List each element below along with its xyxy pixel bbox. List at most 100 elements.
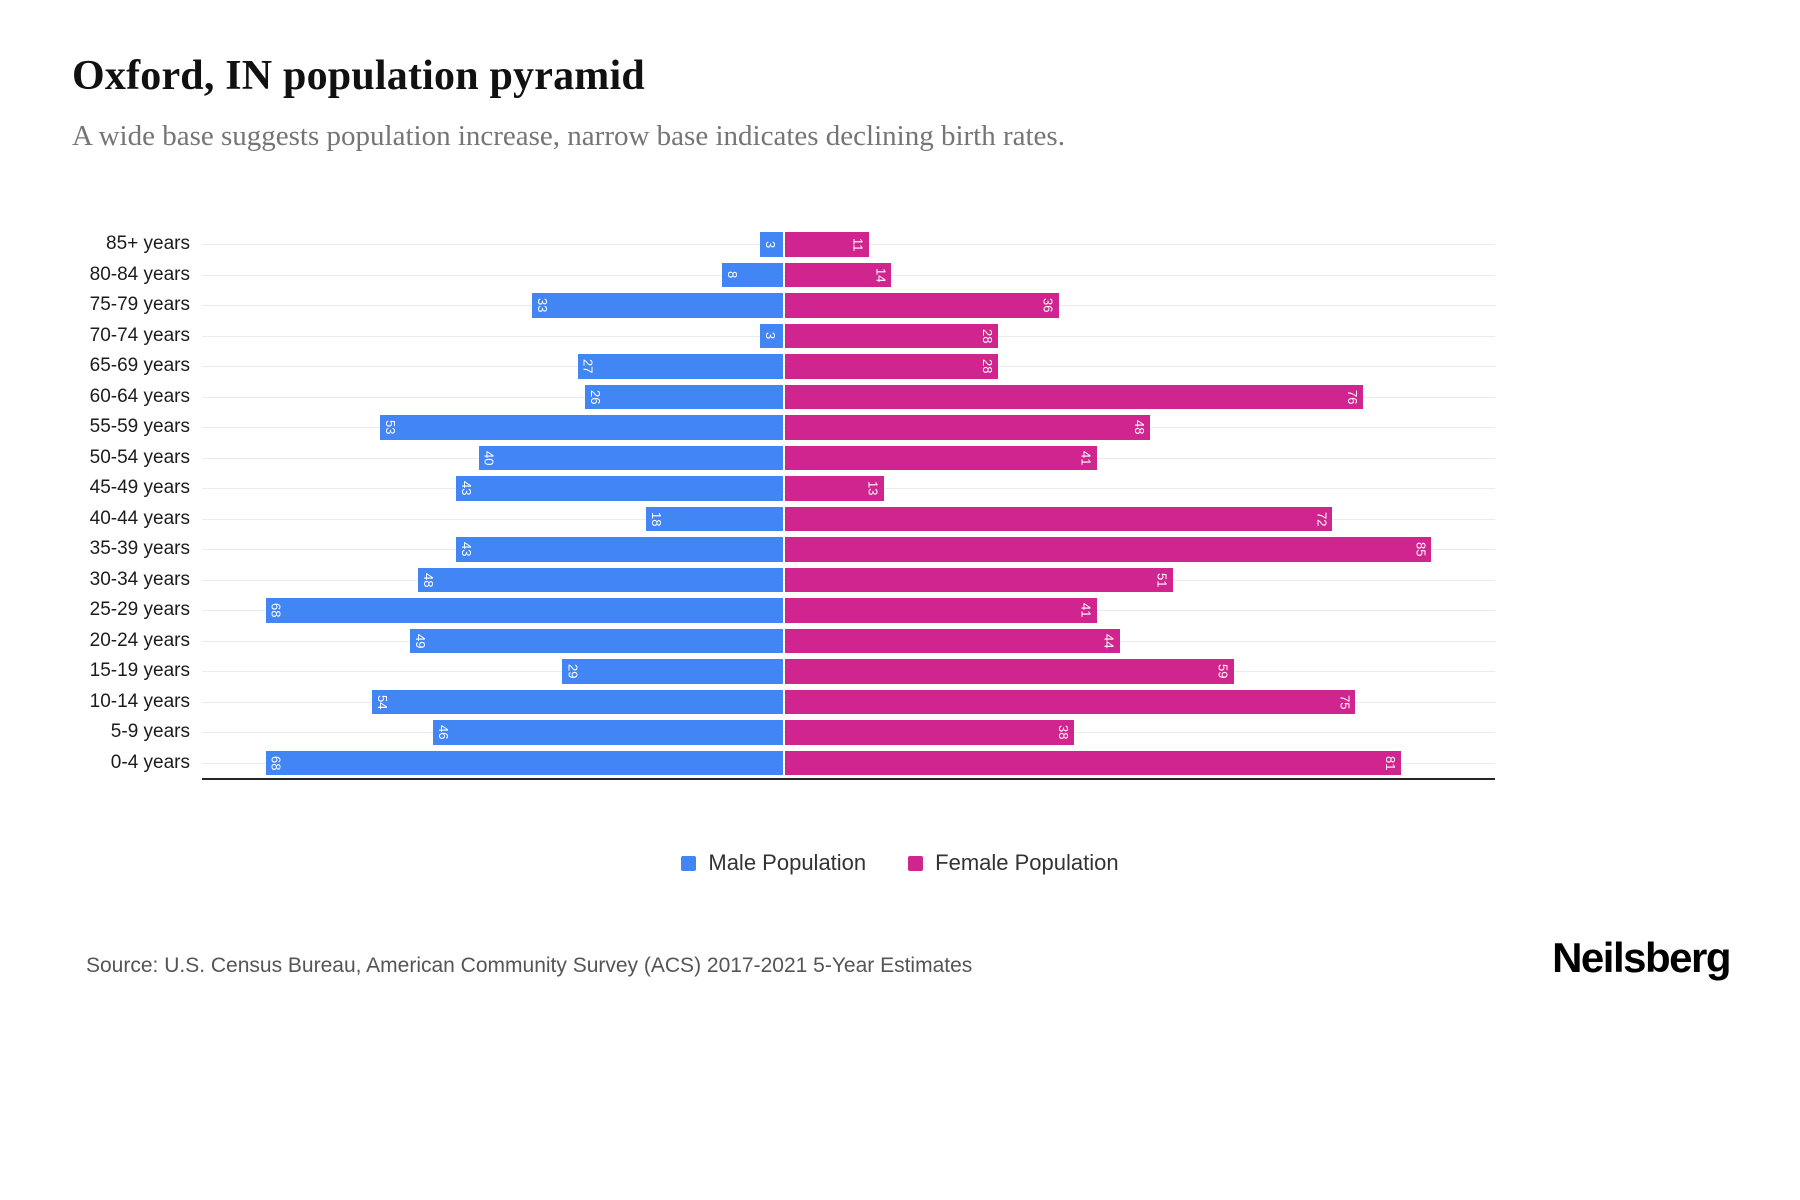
- bar-value-label: 14: [873, 267, 889, 282]
- y-axis-label: 30-34 years: [89, 568, 190, 590]
- bar-value-label: 76: [1344, 389, 1360, 404]
- male-bar[interactable]: 33: [531, 293, 783, 318]
- female-bar[interactable]: 41: [784, 598, 1097, 623]
- male-bar[interactable]: 43: [455, 476, 783, 501]
- bar-value-label: 85: [1413, 542, 1429, 557]
- bar-value-label: 59: [1215, 664, 1231, 679]
- pyramid-row: 26 76: [202, 382, 1495, 413]
- male-bar[interactable]: 3: [760, 232, 783, 257]
- male-bar[interactable]: 26: [585, 384, 783, 409]
- bar-value-label: 28: [979, 328, 995, 343]
- female-bar[interactable]: 28: [784, 354, 998, 379]
- y-axis-label: 10-14 years: [89, 690, 190, 712]
- male-bar[interactable]: 18: [645, 506, 783, 531]
- pyramid-row: 54 75: [202, 687, 1495, 718]
- source-text: Source: U.S. Census Bureau, American Com…: [86, 954, 973, 977]
- y-axis-labels: 85+ years 80-84 years 75-79 years 70-74 yea…: [70, 229, 202, 780]
- y-axis-label: 45-49 years: [89, 477, 190, 498]
- female-bar[interactable]: 51: [784, 567, 1173, 592]
- bar-value-label: 29: [565, 664, 581, 679]
- legend-item-female[interactable]: Female Population: [908, 850, 1119, 876]
- female-bar[interactable]: 44: [784, 628, 1120, 653]
- female-bar[interactable]: 75: [784, 689, 1356, 714]
- male-bar[interactable]: 29: [562, 659, 783, 684]
- bar-value-label: 48: [420, 572, 436, 587]
- bar-value-label: 48: [1131, 420, 1147, 435]
- y-axis-label: 65-69 years: [89, 355, 190, 376]
- male-legend-swatch-icon: [681, 855, 697, 871]
- pyramid-row: 8 14: [202, 260, 1495, 291]
- bar-value-label: 72: [1314, 511, 1330, 526]
- y-axis-label: 50-54 years: [89, 446, 190, 468]
- pyramid-row: 68 81: [202, 748, 1495, 779]
- female-bar[interactable]: 13: [784, 476, 884, 501]
- y-axis-label: 80-84 years: [89, 263, 190, 285]
- male-bar[interactable]: 49: [410, 628, 783, 653]
- male-bar[interactable]: 43: [455, 537, 783, 562]
- bar-value-label: 8: [725, 271, 741, 279]
- pyramid-row: 53 48: [202, 412, 1495, 443]
- population-pyramid-chart: 85+ years 80-84 years 75-79 years 70-74 yea…: [70, 229, 1495, 780]
- bar-value-label: 3: [763, 240, 779, 248]
- y-axis-label: 85+ years: [106, 233, 190, 254]
- bar-value-label: 41: [1078, 450, 1094, 465]
- footer: Source: U.S. Census Bureau, American Com…: [70, 934, 1731, 982]
- female-bar[interactable]: 81: [784, 750, 1401, 775]
- male-bar[interactable]: 8: [722, 262, 783, 287]
- bar-value-label: 68: [268, 603, 284, 618]
- bar-value-label: 3: [763, 332, 779, 340]
- bar-value-label: 54: [375, 694, 391, 709]
- male-bar[interactable]: 46: [433, 720, 783, 745]
- female-bar[interactable]: 59: [784, 659, 1234, 684]
- female-bar[interactable]: 41: [784, 445, 1097, 470]
- pyramid-row: 18 72: [202, 504, 1495, 535]
- pyramid-row: 40 41: [202, 443, 1495, 474]
- legend-label-male: Male Population: [708, 850, 867, 875]
- female-bar[interactable]: 85: [784, 537, 1432, 562]
- female-bar[interactable]: 48: [784, 415, 1150, 440]
- bar-value-label: 46: [436, 725, 451, 740]
- bar-value-label: 81: [1382, 755, 1398, 770]
- y-axis-label: 15-19 years: [89, 660, 190, 681]
- pyramid-row: 3 28: [202, 321, 1495, 352]
- male-bar[interactable]: 54: [372, 689, 783, 714]
- bar-value-label: 68: [268, 755, 284, 770]
- bar-value-label: 43: [458, 481, 474, 496]
- bar-value-label: 51: [1154, 572, 1170, 587]
- male-bar[interactable]: 68: [265, 598, 783, 623]
- pyramid-row: 68 41: [202, 595, 1495, 626]
- y-axis-label: 20-24 years: [89, 629, 190, 651]
- bar-value-label: 36: [1040, 298, 1056, 313]
- female-bar[interactable]: 14: [784, 262, 892, 287]
- y-axis-label: 35-39 years: [89, 538, 190, 559]
- bar-value-label: 28: [979, 359, 995, 374]
- female-bar[interactable]: 36: [784, 293, 1059, 318]
- bar-value-label: 18: [648, 511, 664, 526]
- male-bar[interactable]: 3: [760, 323, 783, 348]
- male-bar[interactable]: 68: [265, 750, 783, 775]
- pyramid-row: 49 44: [202, 626, 1495, 657]
- male-bar[interactable]: 27: [577, 354, 783, 379]
- female-bar[interactable]: 11: [784, 232, 869, 257]
- pyramid-row: 46 38: [202, 717, 1495, 748]
- chart-subtitle: A wide base suggests population increase…: [72, 120, 1065, 152]
- legend-item-male[interactable]: Male Population: [681, 850, 866, 876]
- male-bar[interactable]: 40: [478, 445, 783, 470]
- female-bar[interactable]: 28: [784, 323, 998, 348]
- bar-value-label: 40: [481, 450, 497, 465]
- female-bar[interactable]: 38: [784, 720, 1074, 745]
- pyramid-row: 27 28: [202, 351, 1495, 382]
- pyramid-row: 43 85: [202, 534, 1495, 565]
- bar-value-label: 27: [580, 359, 596, 374]
- page-title: Oxford, IN population pyramid: [72, 53, 645, 99]
- female-bar[interactable]: 72: [784, 506, 1333, 531]
- bar-value-label: 13: [865, 481, 881, 496]
- male-bar[interactable]: 48: [417, 567, 783, 592]
- bar-value-label: 11: [850, 237, 866, 252]
- bar-value-label: 75: [1337, 694, 1353, 709]
- bar-value-label: 49: [413, 633, 429, 648]
- male-bar[interactable]: 53: [379, 415, 783, 440]
- female-bar[interactable]: 76: [784, 384, 1363, 409]
- pyramid-row: 3 11: [202, 229, 1495, 260]
- y-axis-label: 75-79 years: [89, 294, 190, 315]
